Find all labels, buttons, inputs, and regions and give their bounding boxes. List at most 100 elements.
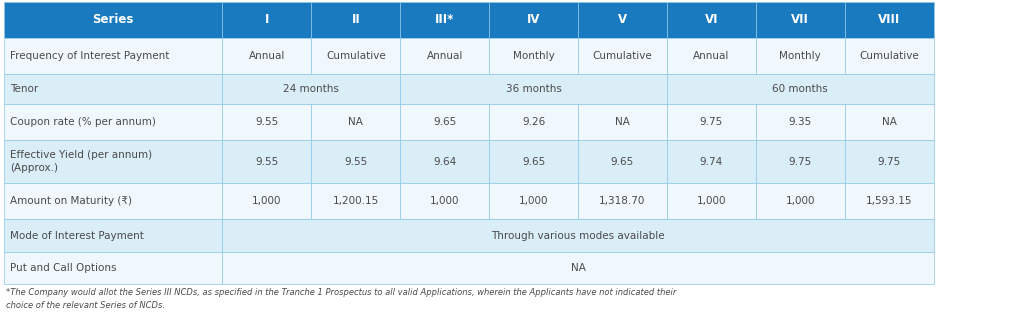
Bar [667, 38, 756, 74]
Bar [489, 38, 578, 74]
Bar [4, 104, 222, 140]
Bar [4, 140, 222, 183]
Text: V: V [617, 14, 627, 27]
Text: 9.55: 9.55 [255, 117, 279, 127]
Text: VII: VII [792, 14, 809, 27]
Text: 9.55: 9.55 [344, 157, 368, 167]
Bar [578, 38, 667, 74]
Bar [222, 38, 311, 74]
Text: NA: NA [615, 117, 630, 127]
Text: Mode of Interest Payment: Mode of Interest Payment [10, 230, 144, 240]
Text: 1,593.15: 1,593.15 [866, 196, 912, 206]
Bar [578, 2, 667, 38]
Text: Through various modes available: Through various modes available [492, 230, 665, 240]
Bar [756, 2, 845, 38]
Bar [578, 104, 667, 140]
Bar [756, 104, 845, 140]
Bar [400, 183, 489, 219]
Text: Effective Yield (per annum)
(Approx.): Effective Yield (per annum) (Approx.) [10, 150, 153, 173]
Bar [667, 140, 756, 183]
Text: 24 months: 24 months [284, 84, 339, 94]
Text: VIII: VIII [878, 14, 900, 27]
Bar [311, 104, 400, 140]
Text: 9.75: 9.75 [788, 157, 812, 167]
Text: VI: VI [705, 14, 718, 27]
Bar [400, 38, 489, 74]
Text: 9.75: 9.75 [699, 117, 723, 127]
Bar [311, 183, 400, 219]
Bar [4, 74, 222, 104]
Text: Amount on Maturity (₹): Amount on Maturity (₹) [10, 196, 132, 206]
Bar [845, 140, 934, 183]
Text: 1,000: 1,000 [785, 196, 815, 206]
Bar [400, 104, 489, 140]
Text: 9.65: 9.65 [433, 117, 457, 127]
Text: 9.74: 9.74 [699, 157, 723, 167]
Bar [311, 140, 400, 183]
Bar [756, 38, 845, 74]
Text: *The Company would allot the Series III NCDs, as specified in the Tranche 1 Pros: *The Company would allot the Series III … [6, 288, 677, 309]
Text: Tenor: Tenor [10, 84, 38, 94]
Bar [667, 74, 934, 104]
Bar [311, 38, 400, 74]
Bar [489, 140, 578, 183]
Text: 1,000: 1,000 [430, 196, 460, 206]
Text: Annual: Annual [693, 51, 729, 61]
Bar [222, 183, 311, 219]
Text: 1,000: 1,000 [252, 196, 282, 206]
Text: NA: NA [882, 117, 897, 127]
Bar [4, 183, 222, 219]
Text: III*: III* [435, 14, 455, 27]
Text: 9.55: 9.55 [255, 157, 279, 167]
Text: 9.65: 9.65 [611, 157, 634, 167]
Text: IV: IV [526, 14, 541, 27]
Text: 9.65: 9.65 [522, 157, 545, 167]
Text: Monthly: Monthly [513, 51, 554, 61]
Text: Frequency of Interest Payment: Frequency of Interest Payment [10, 51, 169, 61]
Bar [4, 252, 222, 284]
Text: 9.35: 9.35 [788, 117, 812, 127]
Text: Monthly: Monthly [779, 51, 821, 61]
Bar [400, 2, 489, 38]
Text: NA: NA [570, 263, 586, 273]
Text: 1,200.15: 1,200.15 [333, 196, 379, 206]
Bar [756, 183, 845, 219]
Bar [222, 219, 934, 252]
Text: Annual: Annual [427, 51, 463, 61]
Text: 1,318.70: 1,318.70 [599, 196, 646, 206]
Text: Annual: Annual [249, 51, 285, 61]
Bar [667, 104, 756, 140]
Text: 1,000: 1,000 [696, 196, 726, 206]
Text: NA: NA [348, 117, 364, 127]
Text: Cumulative: Cumulative [859, 51, 920, 61]
Bar [489, 2, 578, 38]
Bar [845, 104, 934, 140]
Text: Coupon rate (% per annum): Coupon rate (% per annum) [10, 117, 156, 127]
Text: Cumulative: Cumulative [593, 51, 652, 61]
Bar [311, 2, 400, 38]
Text: Series: Series [92, 14, 134, 27]
Bar [489, 104, 578, 140]
Bar [667, 183, 756, 219]
Text: 1,000: 1,000 [519, 196, 548, 206]
Bar [222, 74, 400, 104]
Bar [578, 140, 667, 183]
Bar [222, 140, 311, 183]
Text: II: II [351, 14, 360, 27]
Bar [845, 2, 934, 38]
Bar [400, 74, 667, 104]
Bar [578, 183, 667, 219]
Text: 9.64: 9.64 [433, 157, 457, 167]
Bar [222, 104, 311, 140]
Bar [667, 2, 756, 38]
Bar [845, 183, 934, 219]
Text: 9.26: 9.26 [522, 117, 545, 127]
Text: 9.75: 9.75 [878, 157, 901, 167]
Text: Cumulative: Cumulative [326, 51, 386, 61]
Bar [756, 140, 845, 183]
Bar [400, 140, 489, 183]
Text: Put and Call Options: Put and Call Options [10, 263, 117, 273]
Bar [222, 2, 311, 38]
Bar [4, 219, 222, 252]
Text: I: I [264, 14, 269, 27]
